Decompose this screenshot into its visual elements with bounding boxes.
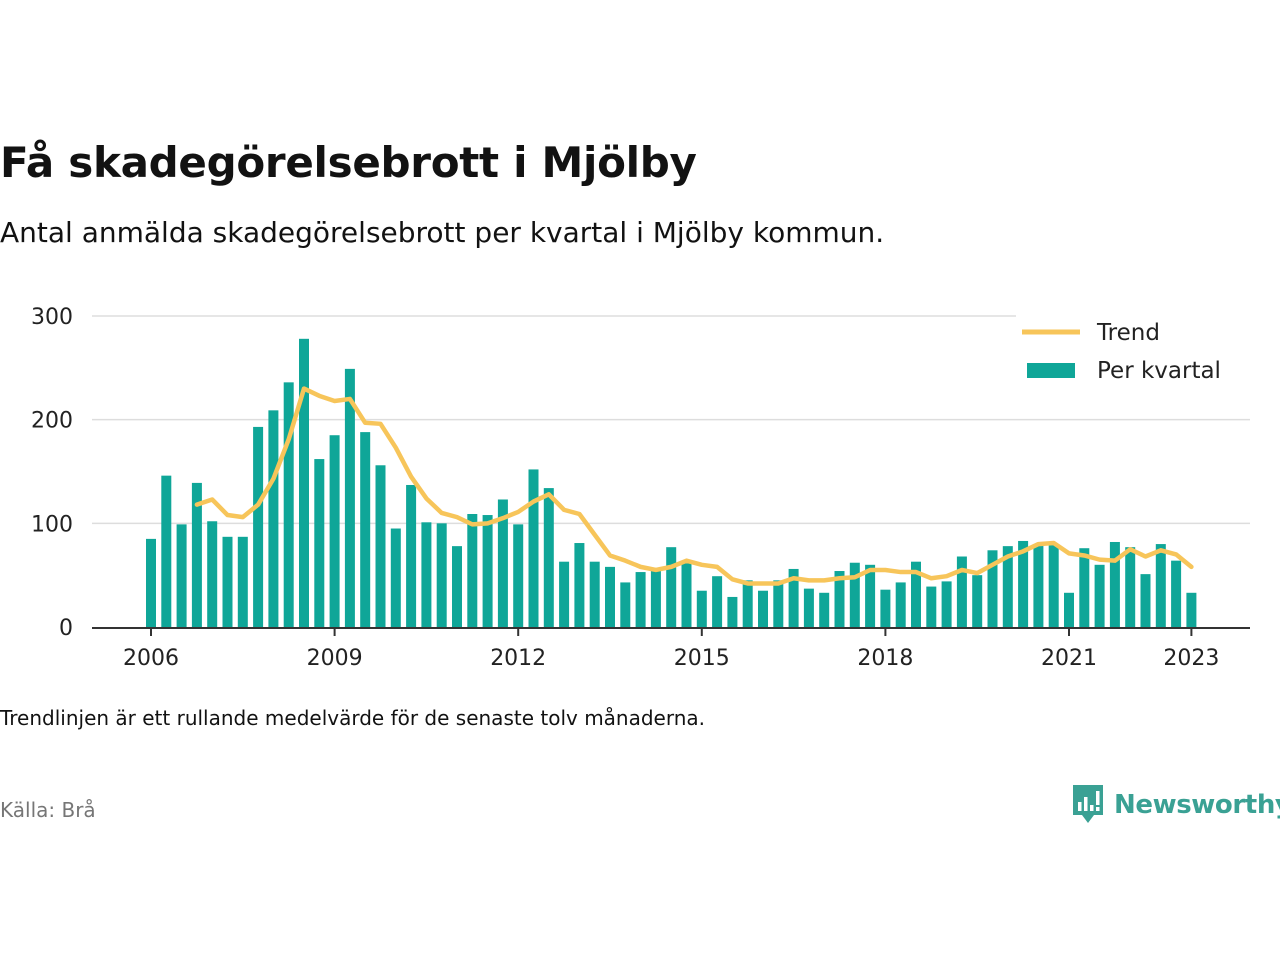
bar — [895, 582, 906, 627]
bar — [819, 592, 830, 627]
bar — [482, 515, 493, 627]
bar — [605, 566, 615, 627]
bar — [467, 514, 478, 627]
x-tick-label: 2018 — [857, 646, 913, 671]
bar — [528, 469, 539, 627]
bar — [1171, 560, 1182, 627]
bar — [344, 368, 355, 627]
bar — [803, 588, 814, 627]
bar — [1094, 564, 1105, 627]
bar — [773, 580, 784, 627]
legend: Trend Per kvartal — [1016, 310, 1250, 392]
bar — [176, 524, 187, 627]
x-tick-label: 2012 — [490, 646, 546, 671]
bar — [926, 586, 937, 627]
x-tick-label: 2009 — [307, 646, 363, 671]
y-tick-label: 300 — [31, 305, 73, 330]
legend-label-per-kvartal: Per kvartal — [1097, 358, 1221, 384]
bar — [237, 536, 248, 627]
bar — [834, 571, 845, 627]
bar — [1033, 544, 1044, 627]
bar — [497, 499, 508, 627]
bar — [421, 522, 432, 627]
bar — [865, 564, 876, 627]
bar — [681, 562, 692, 627]
bar — [222, 536, 233, 627]
bar — [161, 475, 172, 627]
x-axis: 2006 2009 2012 2015 2018 2021 2023 — [123, 628, 1219, 671]
bar — [788, 568, 799, 627]
bar — [543, 488, 554, 627]
y-tick-label: 100 — [31, 512, 73, 537]
bar — [972, 575, 983, 627]
bar — [1109, 541, 1120, 627]
bar — [712, 576, 723, 627]
bar — [375, 465, 386, 627]
bar — [1155, 544, 1166, 627]
bar — [207, 521, 218, 627]
bar-series — [146, 338, 1197, 627]
trend-line — [194, 386, 1194, 586]
legend-background — [1016, 310, 1250, 392]
x-tick-label: 2015 — [674, 646, 730, 671]
bar — [1064, 592, 1074, 627]
bar — [1079, 548, 1090, 627]
bar — [390, 528, 401, 627]
brand-logo: Newsworthy — [1070, 782, 1280, 828]
bar — [635, 572, 646, 627]
bar — [696, 590, 707, 627]
bar — [559, 561, 570, 627]
y-tick-label: 200 — [31, 409, 73, 434]
bar — [329, 435, 340, 627]
bar — [1125, 547, 1136, 627]
bar — [574, 543, 585, 627]
bar — [956, 556, 967, 627]
bar — [452, 546, 462, 627]
x-tick-label: 2021 — [1041, 646, 1097, 671]
bar — [360, 432, 371, 627]
bar — [1048, 545, 1059, 627]
y-tick-label: 0 — [59, 616, 73, 641]
bar — [727, 596, 738, 627]
bar — [314, 459, 325, 627]
bar — [513, 524, 524, 627]
bar — [191, 482, 202, 627]
legend-label-trend: Trend — [1096, 320, 1160, 346]
chart-note: Trendlinjen är ett rullande medelvärde f… — [0, 706, 706, 730]
bar — [1018, 540, 1029, 627]
bar — [880, 589, 891, 627]
bar — [941, 581, 952, 627]
bar — [406, 484, 417, 627]
bar — [987, 550, 998, 627]
bar — [742, 580, 753, 627]
bar — [1140, 574, 1151, 627]
bar — [253, 426, 264, 627]
legend-swatch-per-kvartal — [1027, 363, 1075, 378]
x-tick-label: 2023 — [1163, 646, 1219, 671]
bar — [1186, 592, 1197, 627]
bar — [849, 562, 860, 627]
bar — [650, 567, 661, 627]
bar — [589, 561, 600, 627]
bar — [1002, 546, 1013, 627]
bar — [283, 382, 294, 627]
y-axis: 0 100 200 300 — [31, 305, 73, 641]
bar — [268, 410, 279, 627]
trend-series — [194, 386, 1194, 586]
bar — [620, 582, 631, 627]
chart-subtitle: Antal anmälda skadegörelsebrott per kvar… — [0, 216, 885, 249]
bar — [911, 561, 921, 627]
brand-name: Newsworthy — [1114, 790, 1280, 820]
source-credit: Källa: Brå — [0, 798, 96, 822]
x-tick-label: 2006 — [123, 646, 179, 671]
bar — [436, 523, 447, 627]
bar — [299, 338, 309, 627]
bar — [666, 547, 677, 627]
newsworthy-logo-icon — [1073, 785, 1103, 823]
chart-title: Få skadegörelsebrott i Mjölby — [0, 138, 697, 187]
bar — [146, 538, 156, 627]
bar — [758, 590, 768, 627]
